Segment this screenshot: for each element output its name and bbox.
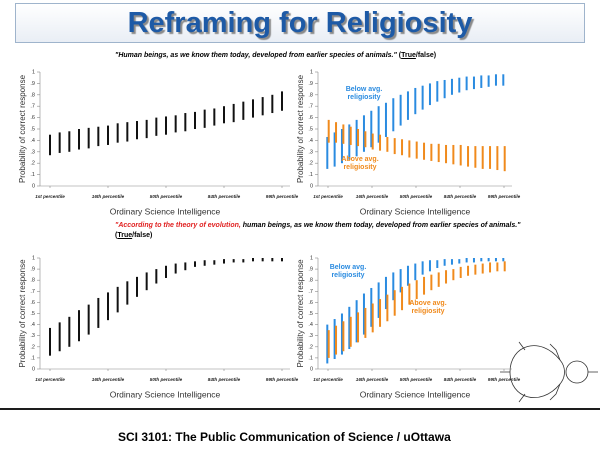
y-axis-label: Probability of correct response [296, 259, 305, 368]
y-tick-label: .8 [308, 92, 313, 98]
x-tick-label: 50th percentile [400, 377, 433, 382]
question-text: True [401, 52, 416, 59]
series-label: Below avg. religiosity [345, 86, 383, 101]
series-label: Below avg. religiosity [329, 264, 367, 279]
x-axis-label: Ordinary Science Intelligence [360, 206, 471, 216]
y-tick-label: .3 [30, 149, 35, 155]
fractal-decoration [500, 341, 598, 403]
x-tick-label: 99th percentile [488, 377, 521, 382]
slide-title: Reframing for Religiosity [15, 3, 585, 43]
y-tick-label: .3 [30, 333, 35, 339]
y-tick-label: .9 [30, 267, 35, 273]
y-tick-label: .1 [308, 355, 313, 361]
x-tick-label: 99th percentile [488, 194, 521, 199]
series-label: Above avg. religiosity [409, 300, 447, 315]
y-tick-label: .8 [30, 92, 35, 98]
x-tick-label: 1st percentile [313, 377, 343, 382]
y-tick-label: .5 [30, 126, 35, 132]
footer-rule [0, 408, 600, 410]
x-tick-label: 16th percentile [92, 377, 125, 382]
y-tick-label: .4 [30, 322, 35, 328]
y-tick-label: .8 [30, 278, 35, 284]
y-tick-label: .2 [308, 344, 313, 350]
question: "Human beings, as we know them today, de… [115, 51, 555, 61]
question-text: /false) [132, 232, 153, 239]
y-tick-label: .6 [308, 115, 313, 121]
y-tick-label: .5 [30, 311, 35, 317]
y-tick-label: .7 [30, 104, 35, 110]
x-tick-label: 1st percentile [35, 194, 65, 199]
y-tick-label: .4 [30, 138, 35, 144]
y-axis-label: Probability of correct response [18, 259, 27, 368]
y-tick-label: .8 [308, 278, 313, 284]
y-tick-label: .9 [308, 81, 313, 87]
y-tick-label: .4 [308, 322, 313, 328]
y-tick-label: 0 [310, 183, 313, 189]
y-tick-label: .2 [30, 344, 35, 350]
question-text: /false) [415, 52, 437, 59]
question-text: True [117, 232, 133, 239]
y-axis-label: Probability of correct response [296, 74, 305, 183]
y-tick-label: .1 [30, 355, 35, 361]
y-tick-label: .5 [308, 126, 313, 132]
x-tick-label: 99th percentile [266, 194, 299, 199]
x-tick-label: 84th percentile [208, 377, 241, 382]
y-tick-label: 0 [310, 366, 313, 372]
question-text: "Human beings, as we know them today, de… [115, 52, 399, 59]
x-tick-label: 99th percentile [266, 377, 299, 382]
x-tick-label: 50th percentile [150, 377, 183, 382]
y-tick-label: 0 [32, 366, 35, 372]
y-tick-label: 1 [310, 69, 313, 75]
x-axis-label: Ordinary Science Intelligence [110, 389, 221, 399]
question-text: "According to the theory of evolution, [115, 222, 241, 229]
y-tick-label: .2 [30, 161, 35, 167]
y-tick-label: .2 [308, 161, 313, 167]
x-tick-label: 50th percentile [400, 194, 433, 199]
y-tick-label: .7 [308, 104, 313, 110]
y-tick-label: 1 [310, 255, 313, 261]
x-tick-label: 84th percentile [208, 194, 241, 199]
y-tick-label: .9 [30, 81, 35, 87]
x-tick-label: 84th percentile [444, 377, 477, 382]
x-axis-label: Ordinary Science Intelligence [360, 389, 471, 399]
footer: SCI 3101: The Public Communication of Sc… [118, 430, 451, 444]
y-tick-label: .3 [308, 149, 313, 155]
x-tick-label: 16th percentile [356, 377, 389, 382]
y-tick-label: .4 [308, 138, 313, 144]
y-tick-label: .3 [308, 333, 313, 339]
y-tick-label: .6 [30, 300, 35, 306]
question: "According to the theory of evolution, h… [115, 221, 555, 241]
x-tick-label: 50th percentile [150, 194, 183, 199]
x-tick-label: 1st percentile [35, 377, 65, 382]
question-text: ( [115, 232, 118, 239]
x-axis-label: Ordinary Science Intelligence [110, 206, 221, 216]
y-tick-label: 1 [32, 69, 35, 75]
y-tick-label: 0 [32, 183, 35, 189]
y-tick-label: .6 [308, 300, 313, 306]
x-tick-label: 16th percentile [356, 194, 389, 199]
x-tick-label: 1st percentile [313, 194, 343, 199]
y-tick-label: .5 [308, 311, 313, 317]
y-axis-label: Probability of correct response [18, 74, 27, 183]
question-text: human beings, as we know them today, dev… [240, 222, 521, 229]
y-tick-label: .7 [30, 289, 35, 295]
y-tick-label: .1 [308, 172, 313, 178]
y-tick-label: 1 [32, 255, 35, 261]
y-tick-label: .1 [30, 172, 35, 178]
y-tick-label: .7 [308, 289, 313, 295]
x-tick-label: 16th percentile [92, 194, 125, 199]
y-tick-label: .6 [30, 115, 35, 121]
series-label: Above avg. religiosity [341, 156, 379, 171]
x-tick-label: 84th percentile [444, 194, 477, 199]
question-text: ( [398, 52, 402, 59]
y-tick-label: .9 [308, 267, 313, 273]
